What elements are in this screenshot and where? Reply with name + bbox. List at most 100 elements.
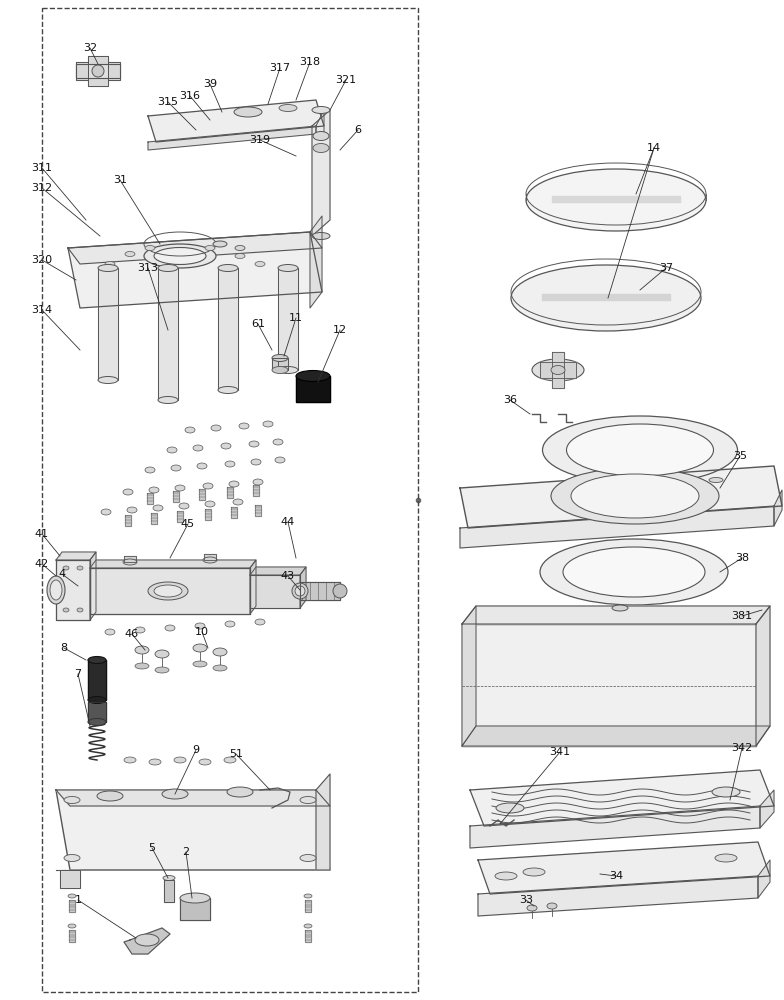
Polygon shape <box>148 126 316 150</box>
Ellipse shape <box>123 559 137 565</box>
Ellipse shape <box>193 445 203 451</box>
Ellipse shape <box>167 447 177 453</box>
Text: 313: 313 <box>137 263 158 273</box>
Text: 9: 9 <box>192 745 200 755</box>
Ellipse shape <box>540 539 728 605</box>
Text: 320: 320 <box>31 255 53 265</box>
Polygon shape <box>147 493 153 504</box>
Ellipse shape <box>148 582 188 600</box>
Ellipse shape <box>64 796 80 804</box>
Polygon shape <box>108 62 120 80</box>
Ellipse shape <box>233 499 243 505</box>
Text: 10: 10 <box>195 627 209 637</box>
Ellipse shape <box>47 576 65 604</box>
Ellipse shape <box>175 485 185 491</box>
Polygon shape <box>173 491 179 502</box>
Ellipse shape <box>88 718 106 726</box>
Ellipse shape <box>88 656 106 664</box>
Ellipse shape <box>495 872 517 880</box>
Ellipse shape <box>496 803 524 813</box>
Ellipse shape <box>567 424 713 476</box>
Polygon shape <box>552 196 680 202</box>
Ellipse shape <box>68 894 76 898</box>
Ellipse shape <box>218 386 238 393</box>
Ellipse shape <box>235 253 245 258</box>
Ellipse shape <box>300 854 316 861</box>
Text: 312: 312 <box>31 183 53 193</box>
Polygon shape <box>540 362 576 378</box>
Ellipse shape <box>551 365 565 374</box>
Polygon shape <box>158 268 178 400</box>
Polygon shape <box>316 774 330 870</box>
Ellipse shape <box>295 586 305 596</box>
Ellipse shape <box>171 465 181 471</box>
Polygon shape <box>60 870 80 888</box>
Ellipse shape <box>225 461 235 467</box>
Ellipse shape <box>105 629 115 635</box>
Polygon shape <box>56 790 330 870</box>
Ellipse shape <box>193 644 207 652</box>
Polygon shape <box>227 487 233 498</box>
Ellipse shape <box>205 501 215 507</box>
Ellipse shape <box>571 474 699 518</box>
Polygon shape <box>90 560 256 568</box>
Text: 6: 6 <box>354 125 361 135</box>
Polygon shape <box>774 490 782 526</box>
Polygon shape <box>470 770 774 826</box>
Ellipse shape <box>249 441 259 447</box>
Ellipse shape <box>135 627 145 633</box>
Text: 342: 342 <box>731 743 753 753</box>
Text: 319: 319 <box>249 135 270 145</box>
Polygon shape <box>758 860 770 898</box>
Text: 314: 314 <box>31 305 53 315</box>
Ellipse shape <box>199 759 211 765</box>
Ellipse shape <box>135 934 159 946</box>
Polygon shape <box>180 898 210 920</box>
Text: 41: 41 <box>35 529 49 539</box>
Polygon shape <box>90 568 250 614</box>
Polygon shape <box>478 842 770 894</box>
Ellipse shape <box>50 580 62 600</box>
Ellipse shape <box>279 104 297 111</box>
Ellipse shape <box>158 264 178 271</box>
Polygon shape <box>470 806 760 848</box>
Polygon shape <box>90 552 96 620</box>
Polygon shape <box>462 624 756 746</box>
Polygon shape <box>478 876 758 916</box>
Polygon shape <box>177 511 183 522</box>
Text: 42: 42 <box>34 559 49 569</box>
Ellipse shape <box>532 359 584 381</box>
Ellipse shape <box>333 584 347 598</box>
Ellipse shape <box>211 425 221 431</box>
Polygon shape <box>272 358 288 370</box>
Ellipse shape <box>144 244 216 268</box>
Text: 12: 12 <box>333 325 347 335</box>
Text: 31: 31 <box>113 175 127 185</box>
Ellipse shape <box>162 789 188 799</box>
Polygon shape <box>255 505 261 516</box>
Ellipse shape <box>551 468 719 524</box>
Ellipse shape <box>526 169 706 231</box>
Text: 315: 315 <box>158 97 179 107</box>
Polygon shape <box>88 78 108 86</box>
Ellipse shape <box>123 489 133 495</box>
Ellipse shape <box>105 261 115 266</box>
Polygon shape <box>760 790 774 828</box>
Text: 321: 321 <box>336 75 357 85</box>
Ellipse shape <box>547 903 557 909</box>
Ellipse shape <box>125 251 135 256</box>
Polygon shape <box>88 56 108 64</box>
Text: 38: 38 <box>735 553 749 563</box>
Ellipse shape <box>227 787 253 797</box>
Text: 44: 44 <box>281 517 295 527</box>
Ellipse shape <box>203 483 213 489</box>
Text: 37: 37 <box>659 263 673 273</box>
Polygon shape <box>305 900 311 912</box>
Ellipse shape <box>205 245 215 250</box>
Polygon shape <box>148 100 324 142</box>
Polygon shape <box>310 216 322 308</box>
Text: 7: 7 <box>74 669 82 679</box>
Ellipse shape <box>296 370 330 381</box>
Text: 4: 4 <box>59 569 66 579</box>
Ellipse shape <box>203 557 217 563</box>
